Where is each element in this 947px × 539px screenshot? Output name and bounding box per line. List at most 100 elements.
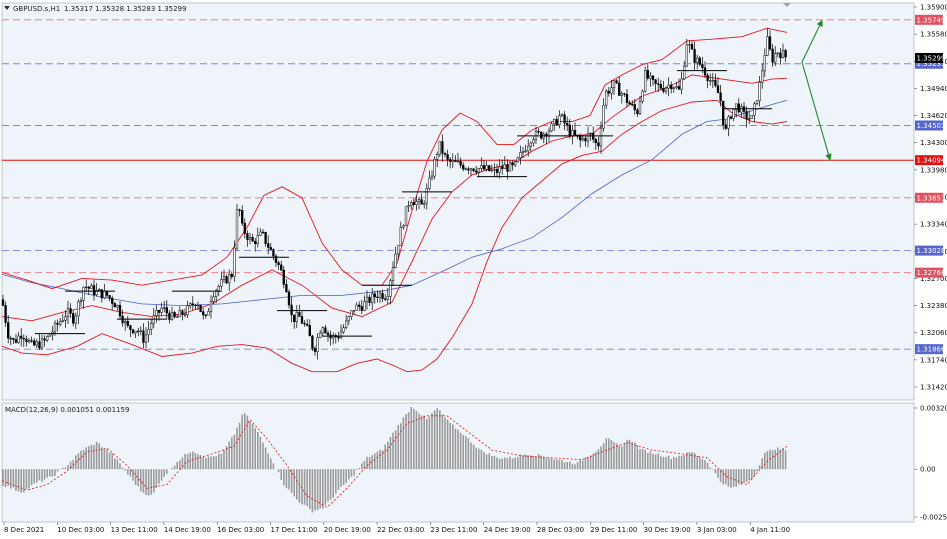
candle-body (714, 79, 717, 86)
candle-body (753, 103, 756, 116)
candle-body (412, 202, 415, 205)
candle-body (228, 274, 231, 284)
candle-body (698, 57, 701, 65)
candle-body (4, 305, 7, 323)
candle-body (191, 303, 194, 306)
candle-body (740, 106, 743, 113)
candle-body (259, 231, 262, 236)
candle-body (402, 225, 405, 228)
candle-body (423, 202, 426, 205)
level-tag-text: 1.35749 (917, 16, 946, 24)
candle-body (761, 70, 764, 83)
candle-body (303, 323, 306, 325)
candle-body (599, 127, 603, 147)
candle-body (735, 103, 738, 111)
candle-body (490, 169, 493, 172)
candle-body (602, 104, 605, 129)
candle-body (373, 293, 376, 298)
candle-body (560, 114, 564, 116)
candle-body (293, 314, 296, 322)
candle-body (14, 339, 18, 343)
candle-body (472, 168, 475, 172)
forecast-up-arrow[interactable] (801, 19, 823, 63)
candle-body (709, 80, 712, 82)
forecast-down-arrow[interactable] (801, 61, 832, 161)
price-tick-label: 1.33980 (920, 166, 947, 174)
candle-body (137, 330, 140, 333)
candle-body (238, 209, 241, 211)
candle-body (430, 175, 434, 179)
level-tag-bg (915, 267, 943, 278)
candle-body (22, 337, 25, 340)
candle-body (246, 233, 249, 240)
candle-body (64, 316, 67, 321)
candle-body (482, 165, 486, 170)
candle-body (251, 237, 254, 242)
candle-body (776, 52, 779, 54)
candle-body (646, 70, 649, 79)
candle-body (628, 102, 631, 105)
candle-body (267, 243, 270, 248)
candle-body (701, 64, 704, 69)
candle-body (657, 83, 660, 85)
candle-body (527, 145, 530, 152)
candle-body (371, 293, 374, 303)
candle-body (589, 132, 592, 135)
candle-body (202, 311, 205, 316)
candle-body (781, 50, 785, 59)
scroll-marker-icon[interactable] (783, 3, 791, 7)
candle-body (662, 88, 665, 92)
candle-body (464, 168, 467, 170)
candle-body (516, 157, 519, 162)
collapse-triangle-icon[interactable] (4, 6, 10, 10)
candle-body (142, 330, 145, 343)
candle-body (269, 247, 272, 250)
candle-body (651, 75, 655, 80)
candle-body (350, 310, 353, 317)
level-tag: 1.32768 (915, 267, 945, 278)
candle-body (784, 50, 787, 58)
level-tag-bg (915, 192, 943, 203)
candle-body (748, 118, 751, 120)
candle-body (511, 162, 514, 166)
candle-body (384, 298, 387, 300)
candle-body (685, 44, 688, 67)
candle-body (105, 290, 109, 296)
candle-body (326, 332, 330, 336)
candle-body (194, 304, 197, 307)
time-tick-label: 4 Jan 11:00 (750, 526, 790, 534)
candle-body (1, 299, 5, 306)
candle-body (594, 139, 597, 144)
candle-body (618, 82, 621, 96)
candle-body (33, 340, 36, 346)
candle-body (534, 130, 538, 140)
candle-body (417, 199, 421, 202)
candle-body (625, 93, 629, 103)
candle-body (438, 141, 441, 155)
candle-body (103, 290, 106, 299)
candle-body (495, 169, 499, 173)
candle-body (755, 100, 759, 105)
candle-body (324, 327, 327, 334)
candle-body (680, 78, 683, 90)
candle-body (506, 164, 509, 172)
candle-body (550, 123, 553, 132)
candle-body (407, 205, 410, 208)
candle-body (683, 65, 686, 80)
candle-body (706, 74, 709, 82)
candle-body (7, 322, 10, 339)
level-tag-text: 1.35231 (917, 60, 946, 68)
candle-body (256, 235, 259, 244)
candle-body (124, 320, 127, 324)
candle-body (298, 312, 301, 317)
candle-body (342, 327, 345, 333)
candle-body (306, 323, 309, 326)
candle-body (53, 322, 57, 333)
candle-body (732, 109, 735, 119)
candle-body (217, 286, 220, 291)
candle-body (35, 341, 38, 346)
level-tag-bg (915, 14, 943, 25)
candle-body (274, 255, 278, 263)
